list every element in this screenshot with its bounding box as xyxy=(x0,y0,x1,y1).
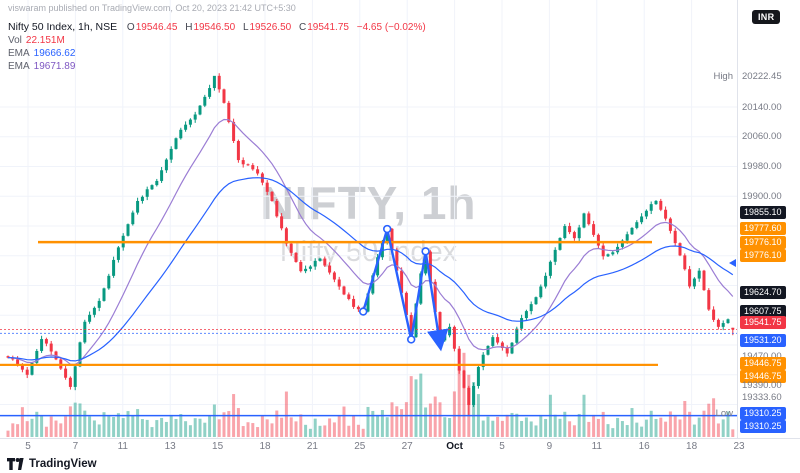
zigzag-anchor-point[interactable] xyxy=(383,224,392,234)
volume-value: 22.151M xyxy=(25,35,65,46)
high-label: H xyxy=(185,22,193,33)
price-axis-label: 19390.00 xyxy=(742,380,782,392)
price-axis-label: 19776.10 xyxy=(740,235,786,249)
time-axis[interactable]: 5 7 11 13 15 18 21 25 27 Oct 5 9 11 16 18 23 xyxy=(0,438,800,456)
attribution-text: viswaram published on TradingView.com, O… xyxy=(8,3,296,13)
time-axis-label: 9 xyxy=(546,441,553,452)
price-axis-label: 19446.75 xyxy=(740,370,786,384)
price-axis-label: 19777.60 xyxy=(740,222,786,236)
price-axis-label: 19333.60 xyxy=(742,392,782,404)
open-value: 19546.45 xyxy=(135,22,178,33)
price-axis-label: 19900.00 xyxy=(742,190,782,202)
legend-volume-row: Vol 22.151M xyxy=(8,34,431,47)
price-axis-label: 20060.00 xyxy=(742,131,782,143)
time-axis-label: 21 xyxy=(306,441,318,452)
legend-symbol-row: Nifty 50 Index, 1h, NSE O19546.45 H19546… xyxy=(8,21,431,34)
open-label: O xyxy=(126,22,135,33)
price-axis-label: 19531.20 xyxy=(740,333,786,347)
footer-bar: TradingView xyxy=(0,455,800,473)
chart-canvas[interactable] xyxy=(0,0,737,455)
close-label: C xyxy=(299,22,307,33)
ema2-label[interactable]: EMA xyxy=(8,61,30,72)
horizontal-lines-layer[interactable] xyxy=(0,240,737,417)
change-value: −4.65 (−0.02%) xyxy=(356,22,426,33)
low-label: L xyxy=(242,22,249,33)
time-axis-label: 13 xyxy=(164,441,176,452)
ema-line-2[interactable] xyxy=(7,177,734,362)
tradingview-logo-text: TradingView xyxy=(29,458,97,470)
price-axis-label: 19776.10 xyxy=(740,248,786,262)
price-axis-label: 20222.45 xyxy=(742,70,782,82)
time-axis-label: 11 xyxy=(591,441,602,452)
price-axis-label: 19855.10 xyxy=(740,206,786,220)
time-axis-label: 11 xyxy=(117,441,128,452)
volume-label[interactable]: Vol xyxy=(8,35,22,46)
time-axis-label: 7 xyxy=(72,441,79,452)
price-axis-label: 19624.70 xyxy=(740,286,786,300)
time-axis-label: 16 xyxy=(638,441,650,452)
ema2-value: 19671.89 xyxy=(33,61,76,72)
symbol-title[interactable]: Nifty 50 Index, 1h, NSE xyxy=(8,21,118,33)
time-axis-label: 27 xyxy=(401,441,413,452)
price-axis-label: 19541.75 xyxy=(740,316,786,329)
time-axis-label: 18 xyxy=(686,441,698,452)
legend-ema1-row: EMA 19666.62 xyxy=(8,47,431,60)
time-axis-label: 5 xyxy=(25,441,31,452)
zigzag-anchor-point[interactable] xyxy=(421,247,430,256)
zigzag-anchor-point[interactable] xyxy=(407,335,416,344)
tradingview-logo[interactable]: TradingView xyxy=(7,458,97,470)
price-axis-label: 19607.75 xyxy=(740,305,786,319)
price-axis-label: 19980.00 xyxy=(742,161,782,173)
high-value: 19546.50 xyxy=(193,22,236,33)
price-axis[interactable]: 20222.45 20140.00 20060.00 19980.00 19900.00… xyxy=(737,0,800,455)
time-axis-label: 15 xyxy=(212,441,224,452)
price-axis-label: 19310.25 xyxy=(740,420,786,434)
price-axis-label: 20140.00 xyxy=(742,101,782,113)
ema1-label[interactable]: EMA xyxy=(8,48,30,59)
ema1-value: 19666.62 xyxy=(33,48,76,59)
price-axis-label: 19470.00 xyxy=(742,350,782,362)
time-axis-label: 23 xyxy=(733,441,745,452)
time-axis-label: 25 xyxy=(354,441,366,452)
legend-ema2-row: EMA 19671.89 xyxy=(8,60,431,73)
tradingview-logo-icon xyxy=(7,458,24,470)
zigzag-anchor-point[interactable] xyxy=(359,307,368,316)
legend: Nifty 50 Index, 1h, NSE O19546.45 H19546… xyxy=(8,21,431,73)
time-axis-label: 18 xyxy=(259,441,271,452)
currency-badge[interactable]: INR xyxy=(752,10,781,24)
price-axis-label: 19310.25 xyxy=(740,407,786,421)
close-value: 19541.75 xyxy=(307,22,349,33)
price-axis-label: 19446.75 xyxy=(740,357,786,371)
low-value: 19526.50 xyxy=(249,22,292,33)
time-axis-label: 5 xyxy=(499,441,505,452)
scroll-to-realtime-icon[interactable] xyxy=(729,259,736,267)
time-axis-label: Oct xyxy=(446,441,463,452)
